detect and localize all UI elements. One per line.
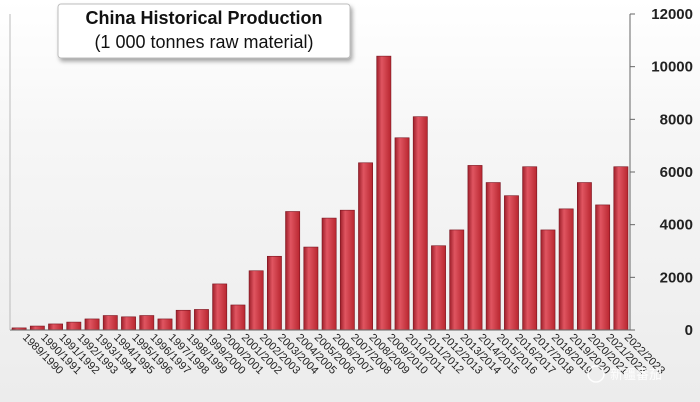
watermark-text: 新疆番茄 xyxy=(610,367,662,382)
bar-2005-2006 xyxy=(303,246,319,331)
bar-2019-2020 xyxy=(558,208,574,331)
chart-title: China Historical Production xyxy=(85,8,322,28)
bar-1990-1991 xyxy=(29,325,45,331)
y-tick-label: 12000 xyxy=(651,6,693,23)
chart-subtitle: (1 000 tonnes raw material) xyxy=(94,32,313,52)
x-axis-tick-labels: 1989/19901990/19911991/19921992/19931993… xyxy=(20,332,667,377)
bar-2008-2009 xyxy=(358,162,374,331)
bar-2015-2016 xyxy=(485,182,501,331)
bar-2012-2013 xyxy=(431,245,446,331)
bar-2011-2012 xyxy=(412,116,428,331)
bar-2004-2005 xyxy=(285,211,301,331)
y-tick-label: 6000 xyxy=(660,164,693,181)
bar-1993-1994 xyxy=(84,318,100,331)
bar-1998-1999 xyxy=(175,309,191,331)
bar-series xyxy=(11,55,629,331)
bar-2014-2015 xyxy=(467,165,483,331)
bar-2022-2023 xyxy=(613,166,629,331)
bar-2020-2021 xyxy=(576,182,592,331)
y-tick-label: 10000 xyxy=(651,59,693,76)
bar-2002-2003 xyxy=(248,270,264,331)
watermark: 新疆番茄 xyxy=(587,365,662,383)
bar-1994-1995 xyxy=(102,315,118,331)
bar-2000-2001 xyxy=(212,283,228,331)
bar-2009-2010 xyxy=(376,55,392,331)
bar-1992-1993 xyxy=(66,321,82,331)
bar-2006-2007 xyxy=(321,217,337,331)
bar-2017-2018 xyxy=(522,166,538,331)
bar-2001-2002 xyxy=(230,304,246,331)
y-tick-label: 8000 xyxy=(660,111,693,128)
y-tick-label: 2000 xyxy=(660,269,693,286)
bar-1991-1992 xyxy=(48,323,63,331)
bar-2013-2014 xyxy=(449,229,465,331)
bar-2003-2004 xyxy=(266,255,282,331)
bar-2007-2008 xyxy=(339,209,355,331)
bar-1995-1996 xyxy=(121,316,136,331)
bar-2021-2022 xyxy=(595,204,611,331)
watermark-icon xyxy=(587,365,605,383)
y-tick-label: 0 xyxy=(685,322,693,339)
bar-1996-1997 xyxy=(139,315,155,331)
bar-1997-1998 xyxy=(157,318,173,331)
y-tick-label: 4000 xyxy=(660,217,693,234)
bar-2016-2017 xyxy=(504,195,519,331)
bar-2010-2011 xyxy=(394,137,410,331)
bar-2018-2019 xyxy=(540,229,556,331)
y-axis-tick-labels: 0 2000 4000 6000 8000 10000 12000 xyxy=(630,6,693,339)
title-box: China Historical Production (1 000 tonne… xyxy=(57,3,351,59)
bar-1999-2000 xyxy=(194,309,209,331)
title-box-background xyxy=(57,3,351,59)
